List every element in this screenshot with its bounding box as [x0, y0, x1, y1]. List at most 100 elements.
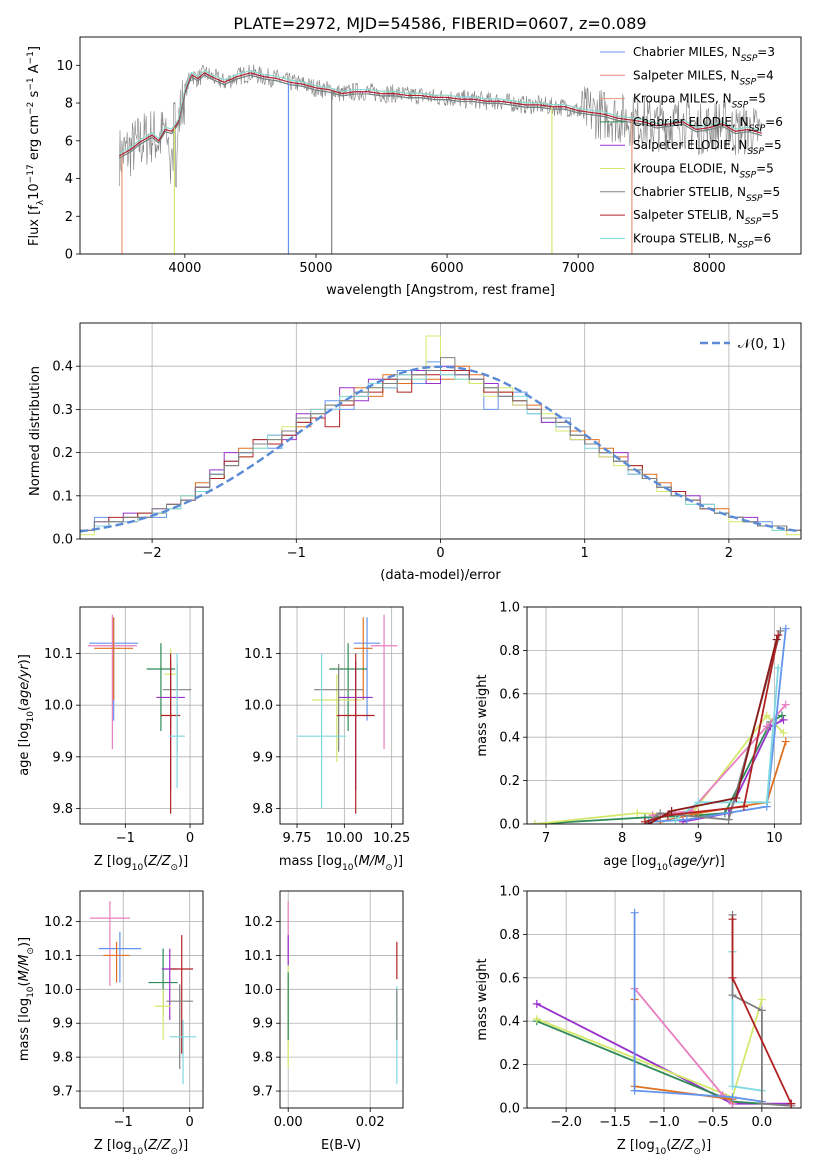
label-part: age/yr [17, 663, 32, 706]
x-axis-label: mass [log10(M/M⊙)] [279, 854, 403, 873]
marker [532, 999, 541, 1008]
tick-label-x: 1 [581, 546, 589, 561]
label-part: λ [36, 199, 46, 205]
marker [640, 817, 649, 824]
normal-curve [80, 365, 801, 533]
label-part: =5 [748, 92, 766, 106]
label-part: Z/Z [147, 854, 171, 869]
label-part: erg cm [27, 115, 42, 164]
label-part: =6 [753, 231, 771, 245]
marker [732, 793, 741, 802]
label-part: −17 [26, 164, 36, 183]
mass-weight-line [648, 628, 787, 823]
legend-entry: Salpeter MILES, NSSP=4 [633, 68, 774, 87]
label-part: Salpeter MILES, N [633, 68, 740, 82]
label-part: SSP [732, 101, 749, 111]
x-axis-label: Z [log10(Z/Z⊙)] [94, 854, 188, 873]
tick-label-y: 0.1 [52, 489, 73, 504]
marker [728, 1093, 737, 1102]
mass-weight-line [536, 999, 763, 1099]
label-part: =5 [756, 162, 774, 176]
label-part: Kroupa STELIB, N [633, 231, 737, 245]
label-part: age [log [17, 723, 32, 776]
tick-label-y: 9.8 [52, 1051, 73, 1066]
tick-label-y: 4 [65, 172, 73, 187]
mass-weight-line [644, 635, 780, 823]
tick-label-y: 0.4 [499, 1015, 520, 1030]
label-part: mass [log [279, 854, 342, 869]
plot-area [287, 901, 398, 1085]
label-part: ⊙ [385, 863, 393, 873]
axes-frame [279, 890, 404, 1109]
data-point [370, 614, 398, 750]
model-spectrum [119, 69, 762, 155]
axes-frame [279, 606, 404, 825]
label-part: ( [17, 706, 32, 711]
tick-label-y: 0.3 [52, 403, 73, 418]
label-part: age/yr [673, 854, 716, 869]
legend-entry: Chabrier ELODIE, NSSP=6 [633, 115, 783, 134]
tick-label-y: 10.1 [44, 949, 73, 964]
legend-entry: Kroupa MILES, NSSP=5 [633, 92, 766, 111]
tick-label-y: 8 [65, 97, 73, 112]
tick-label-x: 0 [436, 546, 444, 561]
marker [728, 973, 737, 982]
legend-entry: Salpeter ELODIE, NSSP=5 [633, 138, 782, 157]
panel-7: 0.00 0.02 9.7 9.8 9.9 10.0 10.1 10.2 E(B-V) [244, 890, 404, 1153]
tick-label-x: 8 [618, 831, 626, 846]
tick-label-y: 9.9 [52, 750, 73, 765]
tick-label-y: 9.9 [52, 1017, 73, 1032]
marker [762, 711, 771, 720]
tick-label-x: −2 [143, 546, 162, 561]
label-part: SSP [746, 194, 763, 204]
marker [779, 715, 788, 724]
axes-frame [79, 606, 204, 825]
label-part: )] [178, 1138, 188, 1153]
data-point [89, 901, 130, 986]
marker [728, 991, 737, 1000]
label-part: )] [17, 654, 32, 664]
tick-label-y: 9.8 [52, 802, 73, 817]
plot-area [89, 901, 197, 1085]
marker [774, 631, 783, 640]
tick-label-y: 10.0 [44, 699, 73, 714]
label-part: ( [668, 854, 673, 869]
label-part: =4 [756, 68, 774, 82]
label-part: SSP [741, 54, 758, 64]
label-part: −1 [26, 51, 36, 64]
tick-label-y: 9.9 [252, 1017, 273, 1032]
legend-entry: Salpeter STELIB, NSSP=5 [633, 208, 779, 227]
label-part: Z [log [94, 854, 132, 869]
marker [739, 802, 748, 811]
label-part: 10 [27, 183, 42, 200]
label-part: )] [701, 1138, 711, 1153]
x-axis-label: (data-model)/error [380, 568, 501, 583]
label-part: Z/Z [670, 1138, 694, 1153]
legend-entry: Kroupa ELODIE, NSSP=5 [633, 162, 774, 181]
label-part: Chabrier ELODIE, N [633, 115, 749, 129]
legend-entry: Chabrier STELIB, NSSP=5 [633, 185, 780, 204]
label-part: 10 [132, 863, 144, 873]
label-part: )] [17, 937, 32, 947]
figure-title: PLATE=2972, MJD=54586, FIBERID=0607, z=0… [233, 14, 646, 33]
tick-label-y: 0.2 [52, 446, 73, 461]
label-part: 10 [655, 1147, 667, 1157]
panel-2: −2 −1 0 1 2 0.0 0.1 0.2 0.3 0.4 (data-model)/error… [28, 322, 802, 583]
label-part: 10 [26, 986, 36, 998]
tick-label-x: 0 [186, 1115, 194, 1130]
label-part: )] [178, 854, 188, 869]
data-point [94, 617, 134, 700]
tick-label-x: 7 [542, 831, 550, 846]
marker [757, 1006, 766, 1015]
data-point [170, 935, 194, 1054]
marker [694, 809, 703, 818]
tick-label-x: 4000 [168, 261, 201, 276]
tick-label-x: −1 [116, 831, 135, 846]
tick-label-y: 10.0 [244, 983, 273, 998]
axes-frame [79, 890, 204, 1109]
marker [781, 624, 790, 633]
x-axis-label: Z [log10(Z/Z⊙)] [94, 1138, 188, 1157]
